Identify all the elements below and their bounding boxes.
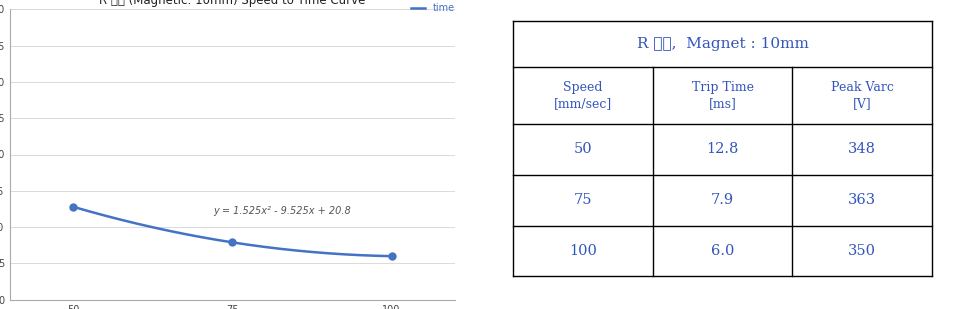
time (263, 245, 274, 249)
Text: 100: 100 (569, 244, 597, 258)
time (356, 253, 368, 257)
Text: Peak Varc
[V]: Peak Varc [V] (831, 81, 894, 110)
Text: 12.8: 12.8 (707, 142, 739, 156)
time (336, 252, 348, 256)
Text: y = 1.525x² - 9.525x + 20.8: y = 1.525x² - 9.525x + 20.8 (213, 206, 351, 216)
Line: time: time (74, 207, 392, 256)
Text: 350: 350 (848, 244, 877, 258)
Text: R 부하,  Magnet : 10mm: R 부하, Magnet : 10mm (637, 37, 809, 51)
Title: R 부하 (Magnetic: 10mm) Speed to Time Curve: R 부하 (Magnetic: 10mm) Speed to Time Curv… (99, 0, 366, 7)
Text: 7.9: 7.9 (711, 193, 734, 207)
Text: 6.0: 6.0 (711, 244, 734, 258)
Text: 348: 348 (848, 142, 877, 156)
Text: 50: 50 (574, 142, 592, 156)
time (386, 254, 397, 258)
time (69, 205, 80, 209)
time (68, 205, 79, 209)
time (256, 245, 267, 248)
Text: 75: 75 (574, 193, 592, 207)
Text: 363: 363 (848, 193, 877, 207)
Text: Speed
[mm/sec]: Speed [mm/sec] (554, 81, 612, 110)
Legend: time: time (407, 0, 459, 17)
Text: Trip Time
[ms]: Trip Time [ms] (691, 81, 753, 110)
time (257, 245, 268, 248)
